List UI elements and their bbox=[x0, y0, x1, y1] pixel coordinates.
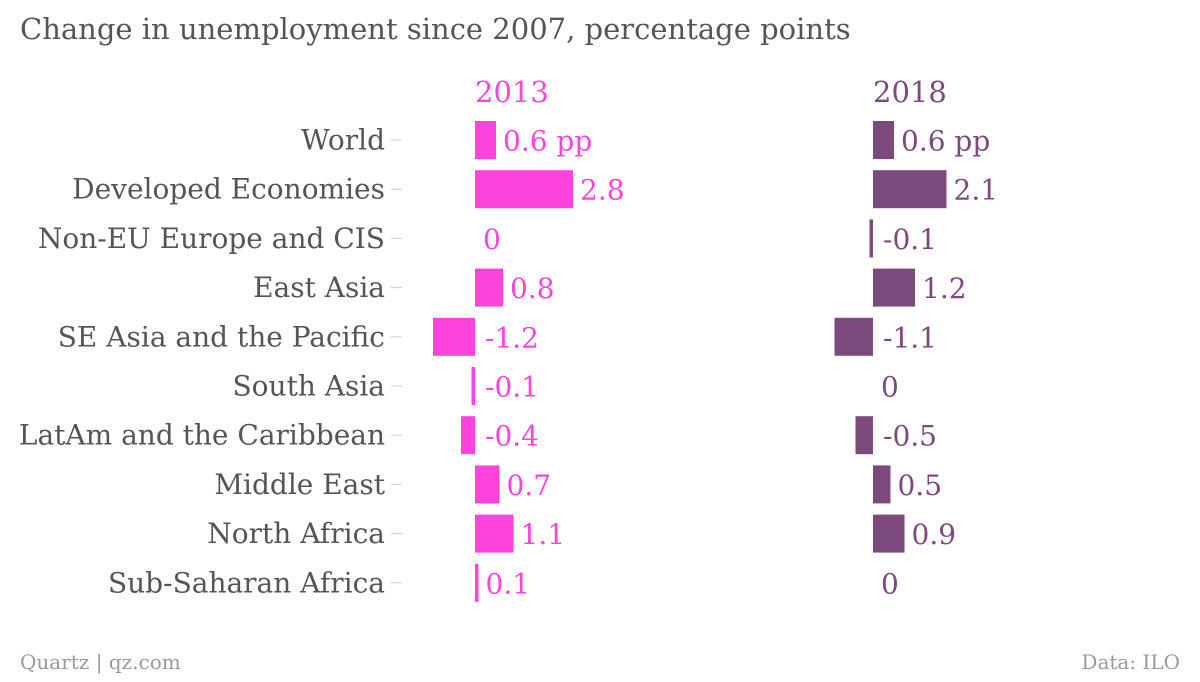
bar bbox=[834, 317, 873, 356]
data-label: 0.1 bbox=[486, 567, 531, 600]
data-label: 0 bbox=[881, 567, 899, 600]
category-label: Non-EU Europe and CIS bbox=[38, 222, 385, 255]
bar bbox=[475, 465, 500, 504]
data-label: 0.6 pp bbox=[901, 125, 990, 158]
bar bbox=[433, 317, 475, 356]
data-label: 2.8 bbox=[580, 174, 625, 207]
data-label: 1.2 bbox=[922, 272, 967, 305]
source-credit: Quartz | qz.com bbox=[20, 650, 181, 674]
bar bbox=[873, 268, 915, 307]
data-label: 2.1 bbox=[954, 174, 999, 207]
data-label: 0.5 bbox=[898, 469, 943, 502]
bar bbox=[873, 170, 947, 209]
bar bbox=[873, 465, 891, 504]
data-label: 0.6 pp bbox=[503, 125, 592, 158]
data-label: 0.7 bbox=[507, 469, 552, 502]
category-label: Sub-Saharan Africa bbox=[108, 566, 385, 599]
data-label: 0 bbox=[881, 371, 899, 404]
data-label: -0.4 bbox=[485, 420, 539, 453]
bar bbox=[873, 514, 905, 553]
chart-title: Change in unemployment since 2007, perce… bbox=[20, 12, 851, 46]
bar bbox=[461, 416, 475, 455]
series-header: 2018 bbox=[873, 75, 947, 109]
data-label: -1.2 bbox=[485, 321, 539, 354]
category-label: SE Asia and the Pacific bbox=[58, 320, 385, 353]
data-label: -1.1 bbox=[883, 321, 937, 354]
category-label: Developed Economies bbox=[72, 173, 385, 206]
data-label: 0 bbox=[483, 223, 501, 256]
data-label: 1.1 bbox=[521, 518, 566, 551]
category-label: East Asia bbox=[253, 271, 385, 304]
data-source: Data: ILO bbox=[1081, 650, 1180, 674]
bar bbox=[475, 121, 496, 159]
bar bbox=[855, 416, 873, 455]
category-label: LatAm and the Caribbean bbox=[19, 419, 385, 452]
bar bbox=[475, 514, 514, 553]
data-label: -0.5 bbox=[883, 420, 937, 453]
category-label: Middle East bbox=[214, 468, 385, 501]
bar bbox=[471, 367, 475, 405]
data-label: -0.1 bbox=[485, 371, 539, 404]
bar bbox=[475, 563, 479, 602]
bar bbox=[475, 268, 503, 307]
category-label: South Asia bbox=[233, 370, 386, 403]
bar bbox=[873, 121, 894, 159]
category-label: World bbox=[301, 124, 385, 157]
bar bbox=[869, 219, 873, 258]
data-label: 0.8 bbox=[510, 272, 555, 305]
bar bbox=[475, 170, 573, 209]
data-label: 0.9 bbox=[912, 518, 957, 551]
category-label: North Africa bbox=[207, 517, 385, 550]
data-label: -0.1 bbox=[883, 223, 937, 256]
series-header: 2013 bbox=[475, 75, 549, 109]
